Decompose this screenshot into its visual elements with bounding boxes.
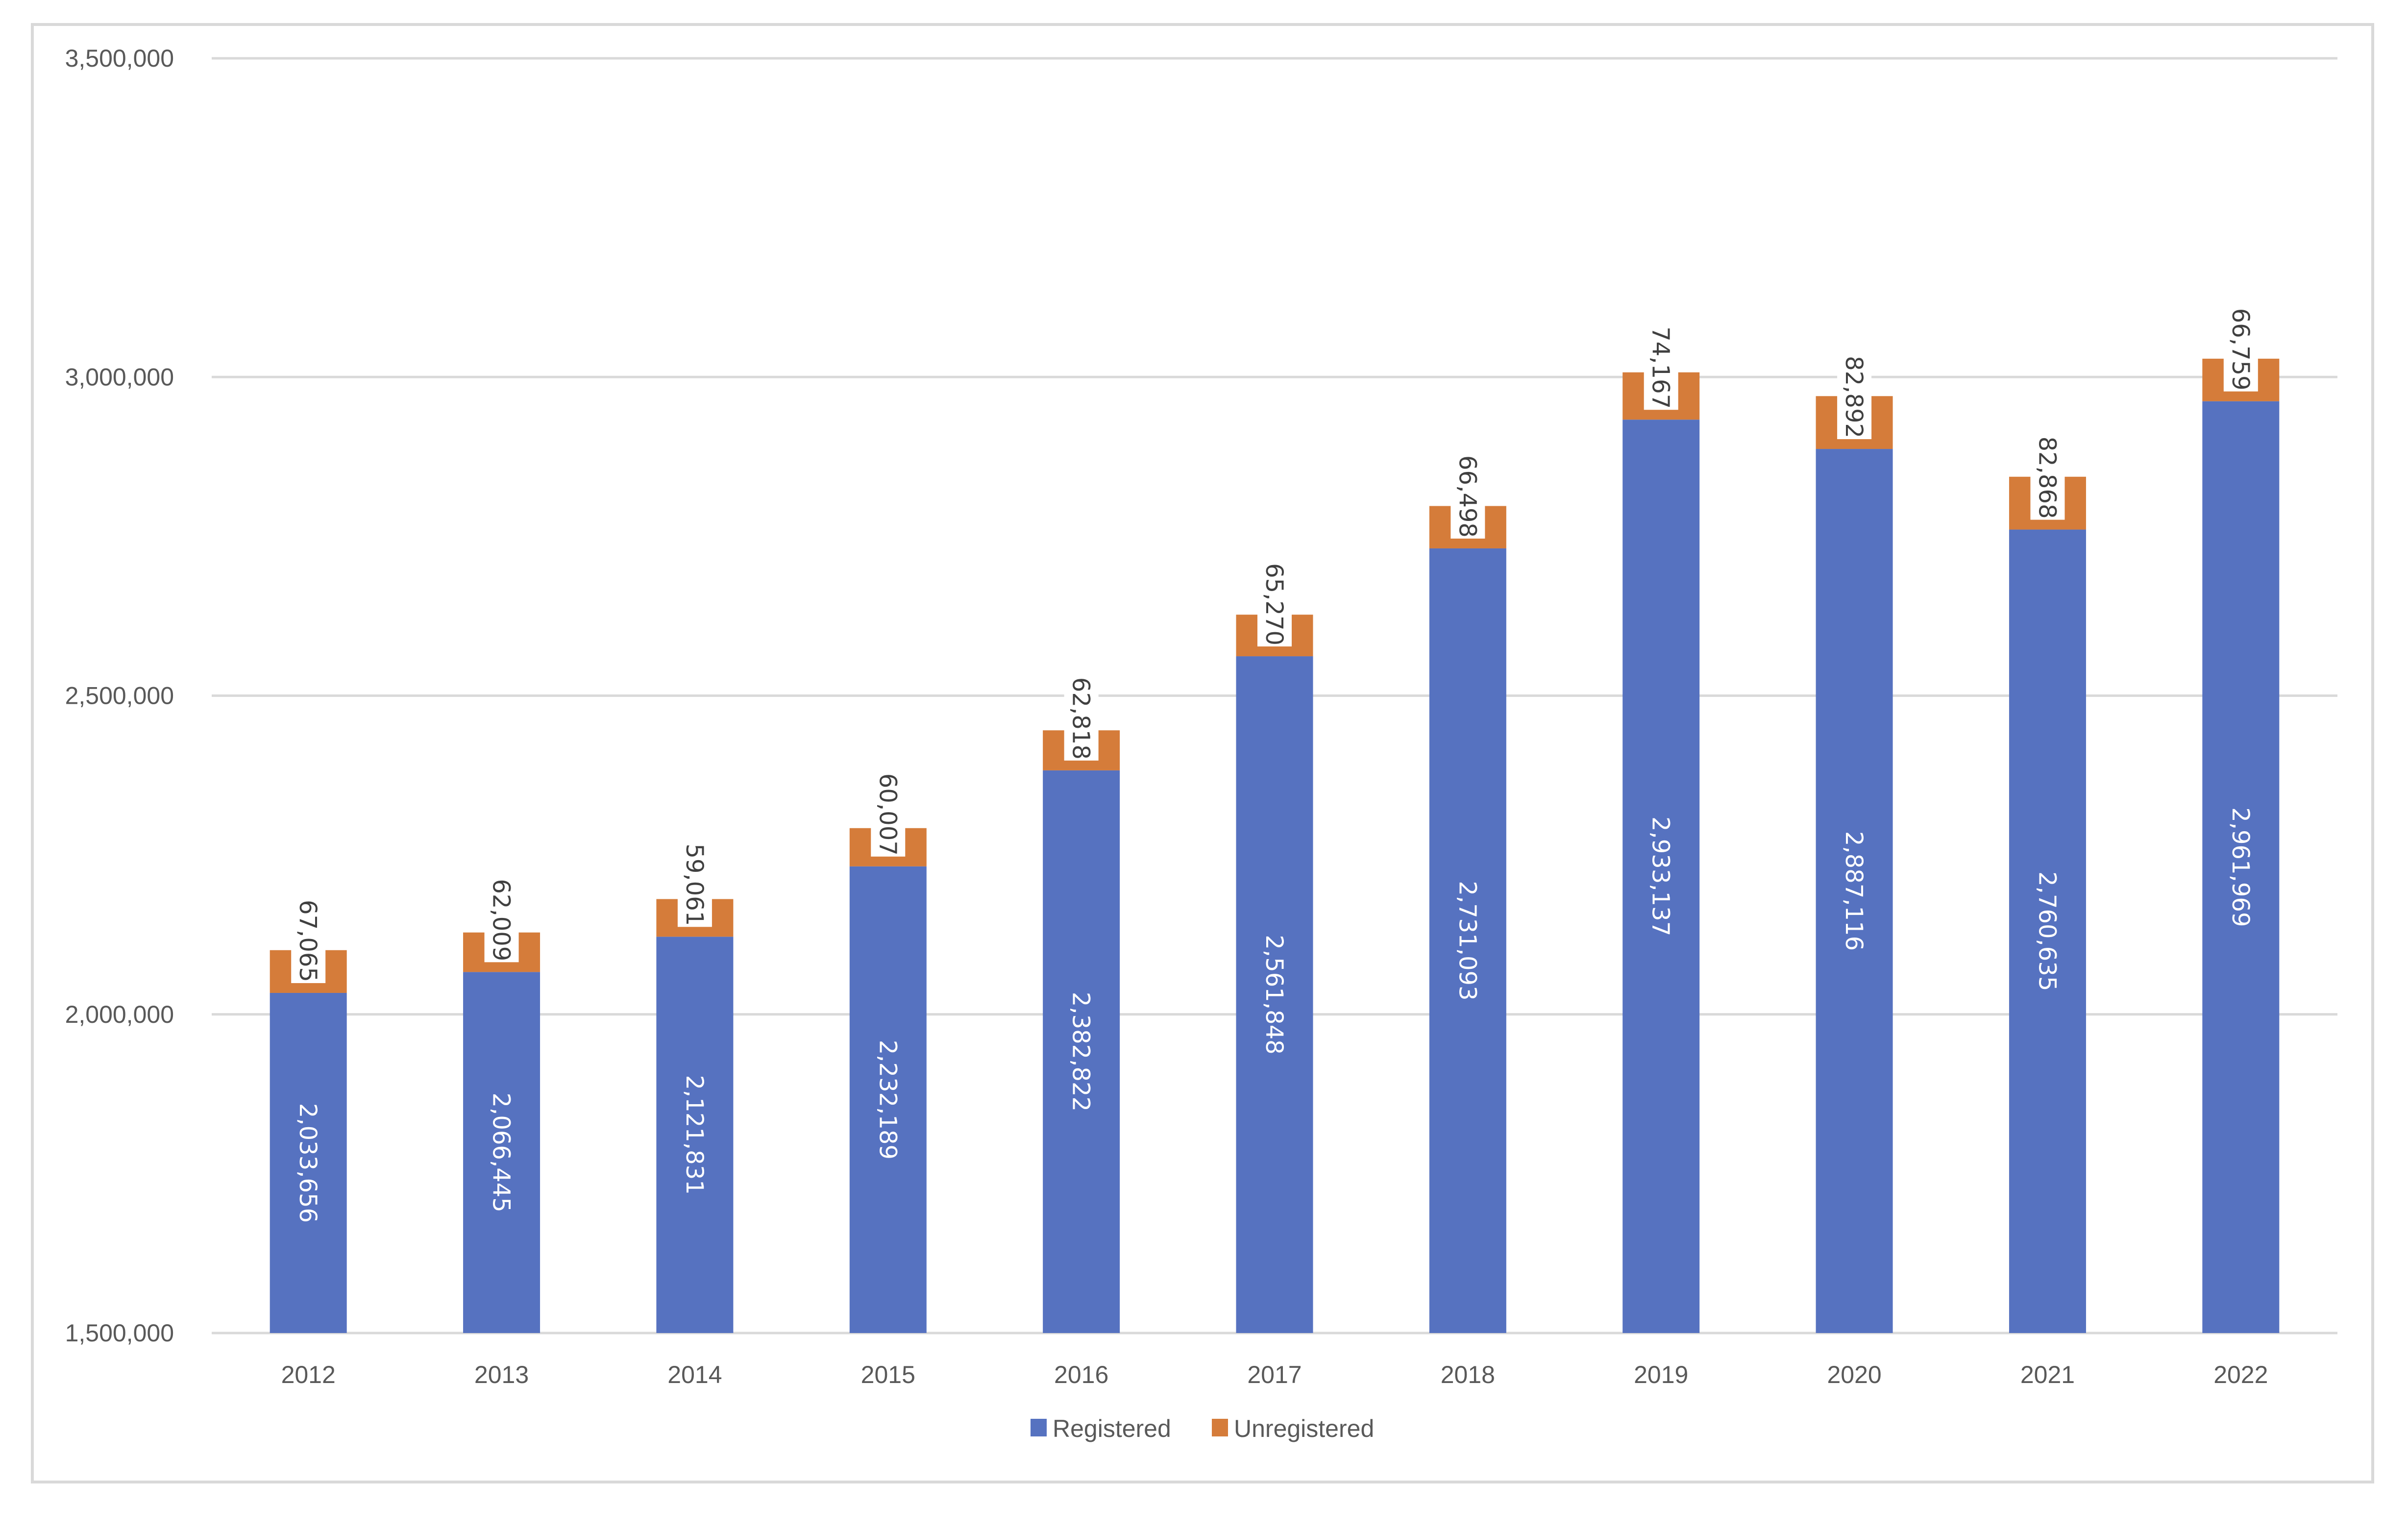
x-tick-label: 2013: [474, 1361, 529, 1388]
y-tick-label: 2,500,000: [65, 682, 174, 710]
data-label-unregistered: 74,167: [1647, 326, 1674, 409]
data-label-box: [484, 878, 519, 963]
data-label-box: [1837, 355, 1872, 440]
data-label-box: [1257, 562, 1292, 647]
data-label-unregistered: 65,270: [1260, 563, 1288, 645]
data-label-unregistered: 60,007: [874, 773, 901, 856]
bar-group-2022: 2,961,969 66,759: [2202, 307, 2280, 1334]
bar-group-2019: 2,933,137 74,167: [1622, 325, 1700, 1333]
data-label-box: [677, 842, 712, 927]
data-label-unregistered: 82,868: [2033, 437, 2061, 519]
bar-group-2017: 2,561,848 65,270: [1236, 562, 1313, 1333]
bar-registered-2015: [849, 866, 927, 1333]
y-axis-tick-labels: 1,500,000 2,000,000 2,500,000 3,000,000 3,50…: [65, 45, 174, 1347]
data-label-unregistered: 62,818: [1067, 677, 1095, 760]
bar-group-2014: 2,121,831 59,061: [656, 842, 734, 1333]
data-label-registered: 2,382,822: [1067, 992, 1095, 1112]
bar-registered-2012: [270, 992, 347, 1333]
data-label-registered: 2,033,656: [294, 1103, 321, 1223]
y-tick-label: 3,500,000: [65, 45, 174, 72]
bar-registered-2022: [2202, 401, 2280, 1334]
bar-registered-2013: [463, 972, 541, 1333]
bar-group-2020: 2,887,116 82,892: [1816, 355, 1893, 1333]
bar-registered-2021: [2009, 529, 2086, 1333]
bar-registered-2016: [1043, 770, 1120, 1333]
data-label-box: [871, 772, 906, 857]
bar-group-2012: 2,033,656 67,065: [270, 898, 347, 1333]
x-tick-label: 2014: [667, 1361, 722, 1388]
bars: 2,033,656 67,065 2,066,445 62,009 2,121,831 5…: [270, 307, 2280, 1334]
bar-registered-2019: [1622, 420, 1700, 1333]
data-label-box: [2030, 435, 2065, 520]
bar-group-2021: 2,760,635 82,868: [2009, 435, 2086, 1333]
legend-swatch-unregistered: [1212, 1419, 1228, 1436]
data-label-registered: 2,933,137: [1647, 816, 1674, 936]
bar-group-2016: 2,382,822 62,818: [1043, 676, 1120, 1333]
legend-label-registered: Registered: [1053, 1415, 1171, 1442]
data-label-box: [291, 898, 326, 983]
data-label-unregistered: 66,759: [2227, 308, 2254, 391]
data-label-registered: 2,731,093: [1453, 881, 1481, 1000]
y-tick-label: 1,500,000: [65, 1319, 174, 1347]
bar-registered-2014: [656, 937, 734, 1333]
data-label-box: [1644, 325, 1678, 410]
x-tick-label: 2022: [2213, 1361, 2268, 1388]
x-tick-label: 2017: [1247, 1361, 1302, 1388]
x-tick-label: 2016: [1054, 1361, 1108, 1388]
legend-label-unregistered: Unregistered: [1234, 1415, 1374, 1442]
data-label-unregistered: 82,892: [1840, 356, 1867, 438]
data-label-unregistered: 62,009: [488, 879, 515, 961]
legend: Registered Unregistered: [1031, 1415, 1374, 1442]
data-label-registered: 2,232,189: [874, 1040, 901, 1160]
x-tick-label: 2019: [1634, 1361, 1688, 1388]
x-tick-label: 2015: [861, 1361, 915, 1388]
bar-registered-2018: [1429, 548, 1506, 1333]
bar-registered-2017: [1236, 656, 1313, 1333]
chart-frame: [31, 23, 2374, 1483]
bar-group-2015: 2,232,189 60,007: [849, 772, 927, 1333]
bar-registered-2020: [1816, 449, 1893, 1333]
data-label-registered: 2,887,116: [1840, 831, 1867, 951]
bar-group-2018: 2,731,093 66,498: [1429, 454, 1506, 1333]
bar-group-2013: 2,066,445 62,009: [463, 878, 541, 1333]
x-tick-label: 2012: [281, 1361, 336, 1388]
data-label-unregistered: 59,061: [681, 843, 708, 926]
data-label-box: [1064, 676, 1099, 761]
legend-swatch-registered: [1031, 1419, 1047, 1436]
y-tick-label: 3,000,000: [65, 363, 174, 391]
data-label-registered: 2,066,445: [488, 1093, 515, 1212]
data-label-unregistered: 67,065: [294, 900, 321, 982]
x-tick-label: 2020: [1827, 1361, 1881, 1388]
data-label-registered: 2,121,831: [681, 1075, 708, 1195]
x-tick-label: 2021: [2020, 1361, 2075, 1388]
data-label-box: [1450, 454, 1485, 539]
data-label-registered: 2,760,635: [2033, 871, 2061, 991]
y-tick-label: 2,000,000: [65, 1001, 174, 1028]
x-axis-tick-labels: 2012 2013 2014 2015 2016 2017 2018 2019 2020 2021…: [281, 1361, 2268, 1388]
data-label-box: [2223, 307, 2258, 392]
data-label-unregistered: 66,498: [1453, 455, 1481, 538]
data-label-registered: 2,961,969: [2227, 807, 2254, 927]
x-tick-label: 2018: [1441, 1361, 1495, 1388]
data-label-registered: 2,561,848: [1260, 935, 1288, 1054]
